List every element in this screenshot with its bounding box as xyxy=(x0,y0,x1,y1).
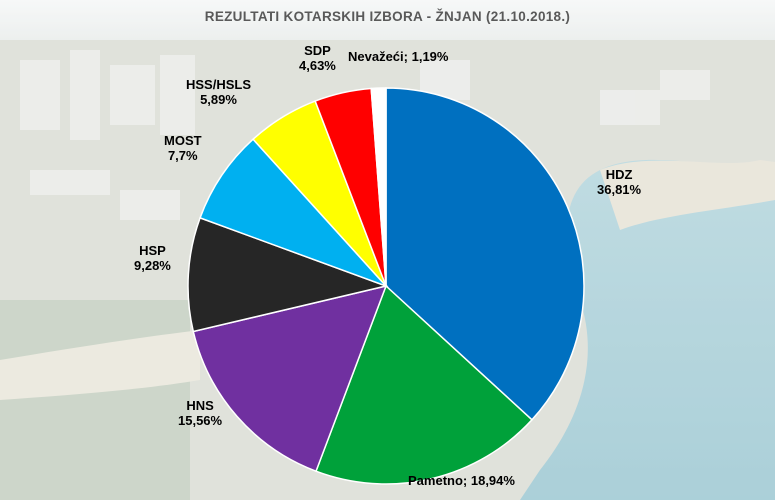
pie-slice-most xyxy=(199,138,387,287)
label-sdp-value: 4,63% xyxy=(299,58,336,73)
label-sdp: SDP 4,63% xyxy=(299,43,336,73)
label-hns: HNS 15,56% xyxy=(178,398,222,428)
label-nevazeci-name: Nevažeći xyxy=(348,49,404,64)
label-hsp-name: HSP xyxy=(139,243,166,258)
label-hsp-value: 9,28% xyxy=(134,258,171,273)
label-most-name: MOST xyxy=(164,133,202,148)
label-sdp-name: SDP xyxy=(304,43,331,58)
pie-slice-hns xyxy=(192,284,388,473)
label-hns-name: HNS xyxy=(186,398,214,413)
label-hss-hsls-name: HSS/HSLS xyxy=(186,77,252,92)
label-nevazeci: Nevažeći; 1,19% xyxy=(348,49,449,64)
label-hsp: HSP 9,28% xyxy=(134,243,171,273)
chart-title: REZULTATI KOTARSKIH IZBORA - ŽNJAN (21.1… xyxy=(204,9,571,24)
label-hdz-value: 36,81% xyxy=(597,182,642,197)
label-hdz: HDZ 36,81% xyxy=(597,167,641,197)
pie-slice-hdz xyxy=(385,87,585,421)
label-nevazeci-value: 1,19% xyxy=(411,49,449,64)
label-hss-hsls: HSS/HSLS 5,89% xyxy=(186,77,251,107)
pie-slice-hsp xyxy=(187,216,389,333)
pie-slice-neva-e-i xyxy=(370,87,387,287)
label-pametno-name: Pametno xyxy=(408,473,463,488)
pie-slice-pametno xyxy=(315,284,533,485)
label-hss-hsls-value: 5,89% xyxy=(200,92,237,107)
label-hns-value: 15,56% xyxy=(178,413,223,428)
label-most-value: 7,7% xyxy=(167,148,198,163)
label-most: MOST 7,7% xyxy=(164,133,202,163)
label-pametno: Pametno; 18,94% xyxy=(408,473,515,488)
label-hdz-name: HDZ xyxy=(605,167,633,182)
label-pametno-value: 18,94% xyxy=(470,473,515,488)
